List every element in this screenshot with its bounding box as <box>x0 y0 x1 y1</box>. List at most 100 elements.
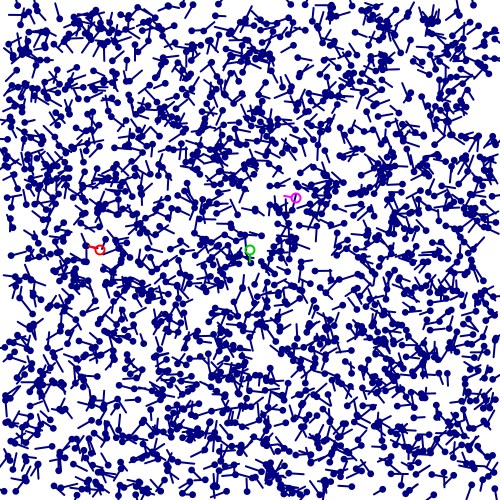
distractor-glyph <box>352 245 368 253</box>
distractor-glyph <box>185 188 199 207</box>
distractor-glyph <box>266 50 275 67</box>
distractor-glyph <box>242 371 259 383</box>
distractor-glyph <box>403 145 412 166</box>
distractor-glyph <box>21 299 36 318</box>
distractor-glyph <box>442 73 455 89</box>
distractor-glyph <box>164 2 181 9</box>
distractor-glyph <box>100 94 116 102</box>
distractor-glyph <box>314 1 335 9</box>
distractor-glyph <box>80 446 88 462</box>
distractor-glyph <box>45 327 64 341</box>
distractor-glyph <box>324 468 344 476</box>
distractor-glyph <box>348 361 355 377</box>
distractor-glyph <box>7 123 18 139</box>
distractor-glyph <box>222 45 244 55</box>
distractor-glyph <box>380 51 396 65</box>
distractor-glyph <box>327 5 335 22</box>
distractor-glyph <box>42 124 59 141</box>
distractor-glyph <box>63 353 80 363</box>
distractor-glyph <box>225 362 233 383</box>
distractor-glyph <box>354 323 366 341</box>
distractor-glyph <box>301 411 313 432</box>
distractor-glyph <box>153 272 167 285</box>
distractor-glyph <box>173 282 190 300</box>
distractor-glyph <box>79 148 87 166</box>
distractor-glyph <box>288 485 307 497</box>
distractor-glyph <box>34 129 47 144</box>
distractor-glyph <box>74 204 89 217</box>
distractor-glyph <box>2 419 20 426</box>
distractor-glyph <box>180 309 188 331</box>
distractor-glyph <box>460 406 467 421</box>
distractor-glyph <box>41 221 50 236</box>
distractor-glyph <box>200 262 211 284</box>
distractor-glyph <box>196 337 213 345</box>
distractor-glyph <box>215 0 224 8</box>
distractor-glyph <box>311 304 320 319</box>
distractor-glyph <box>3 194 23 202</box>
distractor-glyph <box>0 344 9 351</box>
distractor-glyph <box>143 8 159 22</box>
distractor-glyph <box>219 308 230 327</box>
distractor-glyph <box>50 40 64 53</box>
distractor-glyph <box>219 423 234 441</box>
distractor-glyph <box>181 70 195 81</box>
distractor-glyph <box>479 476 487 492</box>
distractor-glyph <box>416 431 433 438</box>
distractor-glyph <box>336 124 346 144</box>
distractor-glyph <box>430 189 447 200</box>
distractor-glyph <box>52 109 66 124</box>
distractor-glyph <box>174 121 190 133</box>
distractor-glyph <box>46 302 66 309</box>
distractor-glyph <box>475 268 487 285</box>
distractor-glyph <box>436 36 451 51</box>
distractor-glyph <box>214 31 223 52</box>
distractor-glyph <box>137 171 144 192</box>
distractor-glyph <box>174 458 196 466</box>
distractor-glyph <box>362 56 375 76</box>
distractor-glyph <box>174 192 192 203</box>
distractor-glyph <box>398 341 418 349</box>
distractor-glyph <box>77 401 96 409</box>
distractor-glyph <box>109 424 120 442</box>
distractor-glyph <box>456 243 464 260</box>
distractor-glyph <box>476 64 493 78</box>
distractor-glyph <box>199 235 210 254</box>
distractor-glyph <box>110 317 121 337</box>
distractor-glyph <box>220 398 231 413</box>
distractor-glyph <box>412 464 431 478</box>
distractor-glyph <box>276 26 289 41</box>
distractor-glyph <box>471 172 486 190</box>
distractor-glyph <box>285 220 292 237</box>
distractor-glyph <box>134 149 147 162</box>
distractor-glyph <box>385 270 392 289</box>
distractor-glyph <box>137 254 148 269</box>
distractor-glyph <box>36 56 54 64</box>
distractor-glyph <box>44 331 51 352</box>
distractor-glyph <box>56 445 71 456</box>
distractor-glyph <box>391 37 405 57</box>
distractor-glyph <box>158 376 174 389</box>
distractor-glyph <box>364 388 381 396</box>
distractor-glyph <box>249 104 257 123</box>
distractor-glyph <box>483 132 497 149</box>
distractor-glyph <box>293 323 301 342</box>
distractor-glyph <box>449 441 466 455</box>
distractor-glyph <box>130 118 143 134</box>
distractor-glyph <box>132 434 149 442</box>
distractor-glyph <box>455 0 463 19</box>
distractor-glyph <box>391 385 406 399</box>
distractor-glyph <box>326 42 345 51</box>
distractor-glyph <box>94 204 106 224</box>
distractor-glyph <box>319 338 332 352</box>
distractor-glyph <box>315 332 324 348</box>
distractor-glyph <box>126 366 143 378</box>
distractor-glyph <box>215 371 234 384</box>
distractor-glyph <box>275 224 289 244</box>
distractor-glyph <box>54 165 71 180</box>
distractor-glyph <box>367 288 379 309</box>
distractor-glyph <box>479 325 488 341</box>
distractor-glyph <box>162 275 177 286</box>
distractor-glyph <box>54 2 64 23</box>
distractor-glyph <box>31 62 40 79</box>
